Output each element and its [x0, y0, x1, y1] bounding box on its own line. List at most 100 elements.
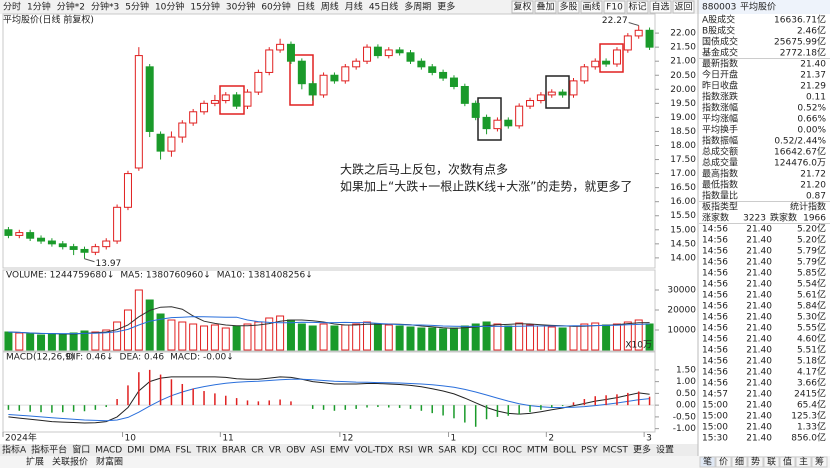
y-tick-label: -0.50 — [673, 412, 697, 422]
volume-bar — [286, 319, 295, 351]
indicator-tab[interactable]: 更多 — [633, 444, 651, 456]
indicator-tab[interactable]: BOLL — [553, 446, 576, 456]
toolbar-button[interactable] — [557, 0, 580, 14]
indicator-tab[interactable]: EMV — [330, 446, 350, 456]
indicator-tab[interactable]: FSL — [175, 446, 191, 456]
quote-tab[interactable]: 主 — [799, 456, 808, 468]
toolbar-button-label[interactable]: 返回 — [674, 1, 692, 13]
indicator-tab[interactable]: CR — [251, 446, 264, 456]
volume-bar — [341, 324, 350, 351]
y-tick-label: 14.00 — [670, 253, 696, 263]
quote-tab[interactable]: 笔 — [703, 456, 712, 468]
indicator-tab[interactable]: RSI — [398, 446, 413, 456]
volume-bar — [37, 334, 46, 351]
indicator-tab[interactable]: MTM — [527, 446, 548, 456]
tick-amount: 4.60亿 — [797, 333, 826, 345]
quote-tab[interactable]: 价 — [719, 457, 728, 468]
indicator-tab[interactable]: 指标A — [2, 444, 27, 456]
volume-bar — [428, 327, 437, 351]
indicator-tab[interactable]: KDJ — [462, 446, 478, 456]
tick-time: 14:56 — [702, 335, 728, 345]
toolbar-button-label[interactable]: F10 — [606, 3, 623, 13]
quote-tab[interactable]: 值 — [783, 456, 792, 468]
toolbar-button[interactable] — [534, 0, 557, 14]
indicator-tab[interactable]: 窗口 — [72, 444, 90, 456]
bottom-tab[interactable]: 扩展 — [26, 456, 44, 468]
quote-tab-bg[interactable] — [715, 456, 732, 468]
macd-bar — [409, 405, 412, 409]
indicator-tab[interactable]: WR — [418, 446, 433, 456]
toolbar-button[interactable] — [649, 0, 672, 14]
toolbar-button-label[interactable]: 画线 — [582, 1, 600, 13]
period-tab[interactable]: 5分钟 — [125, 1, 149, 13]
quote-tab[interactable]: 细 — [735, 456, 744, 468]
toolbar-button-label[interactable]: 标记 — [628, 1, 646, 13]
quote-tab-bg[interactable] — [779, 456, 796, 468]
volume-bar — [363, 321, 372, 351]
indicator-tab[interactable]: VR — [269, 446, 281, 456]
toolbar-button-label[interactable]: 自选 — [651, 1, 669, 13]
price-panel — [2, 13, 656, 269]
toolbar-button-label[interactable]: 多股 — [559, 1, 577, 13]
toolbar-button[interactable] — [580, 0, 603, 14]
highlight-box — [599, 43, 624, 73]
indicator-tab[interactable]: VOL-TDX — [354, 446, 393, 456]
period-tab[interactable]: 月线 — [345, 1, 363, 13]
indicator-tab[interactable]: DMA — [150, 446, 172, 456]
toolbar-button[interactable] — [672, 0, 695, 14]
candle-body — [417, 60, 426, 68]
period-tab[interactable]: 更多 — [437, 1, 455, 13]
quote-tab-bg[interactable] — [763, 456, 780, 468]
volume-bar — [373, 323, 382, 351]
period-tab[interactable]: 分钟*2 — [57, 1, 85, 13]
toolbar-button[interactable] — [511, 0, 534, 14]
volume-bar — [232, 325, 241, 351]
period-tab[interactable]: 分时 — [3, 1, 21, 13]
quote-tab-bg[interactable] — [747, 456, 764, 468]
indicator-tab[interactable]: MACD — [95, 446, 122, 456]
period-tab[interactable]: 15分钟 — [190, 1, 219, 13]
quote-tab[interactable]: 联 — [767, 457, 776, 468]
period-tab[interactable]: 45日线 — [369, 1, 398, 13]
quote-tab-bg[interactable] — [795, 456, 812, 468]
period-tab[interactable]: 30分钟 — [226, 1, 255, 13]
indicator-tab[interactable]: CCI — [482, 446, 497, 456]
period-tab[interactable]: 周线 — [321, 1, 339, 13]
period-tab[interactable]: 多周期 — [404, 1, 431, 13]
toolbar-button[interactable] — [603, 0, 626, 14]
quote-tab[interactable]: 筹 — [815, 456, 824, 468]
quote-tab[interactable]: 势 — [751, 456, 760, 468]
y-tick-label: 18.00 — [670, 141, 696, 151]
toolbar-button-label[interactable]: 叠加 — [536, 2, 554, 13]
indicator-tab[interactable]: SAR — [438, 446, 456, 456]
indicator-tab[interactable]: TRIX — [195, 446, 217, 456]
macd-bar — [377, 405, 379, 408]
summary-label: 基金成交 — [702, 47, 738, 59]
toolbar-button[interactable] — [626, 0, 649, 14]
indicator-tab[interactable]: 设置 — [656, 445, 674, 456]
indicator-tab[interactable]: ASI — [310, 446, 325, 456]
bottom-tab[interactable]: 财富圈 — [96, 456, 123, 468]
period-tab[interactable]: 10分钟 — [155, 1, 184, 13]
period-tab[interactable]: 1分钟 — [27, 1, 51, 13]
indicator-tab[interactable]: BRAR — [222, 446, 246, 456]
macd-bar — [333, 405, 336, 411]
indicator-tab[interactable]: ROC — [502, 446, 522, 456]
bottom-tab[interactable]: 关联报价 — [52, 456, 88, 468]
indicator-tab[interactable]: DMI — [127, 446, 144, 456]
toolbar-button-label[interactable]: 复权 — [513, 1, 531, 13]
indicator-tab[interactable]: MCST — [603, 446, 629, 456]
indicator-tab[interactable]: PSY — [581, 446, 598, 456]
date-label: 10 — [125, 434, 137, 444]
period-tab[interactable]: 日线 — [297, 1, 315, 13]
indicator-tab[interactable]: 指标平台 — [31, 444, 67, 456]
quote-tab-bg[interactable] — [731, 456, 748, 468]
summary-value: 25675.99亿 — [774, 36, 826, 48]
stat-value: 0.52% — [797, 104, 826, 114]
period-tab[interactable]: 分钟*3 — [91, 1, 119, 13]
indicator-tab[interactable]: OBV — [286, 446, 306, 456]
quote-tab-bg[interactable] — [699, 456, 716, 468]
period-tab[interactable]: 60分钟 — [261, 1, 290, 13]
volume-bar — [591, 322, 600, 351]
quote-tab-bg[interactable] — [811, 456, 828, 468]
